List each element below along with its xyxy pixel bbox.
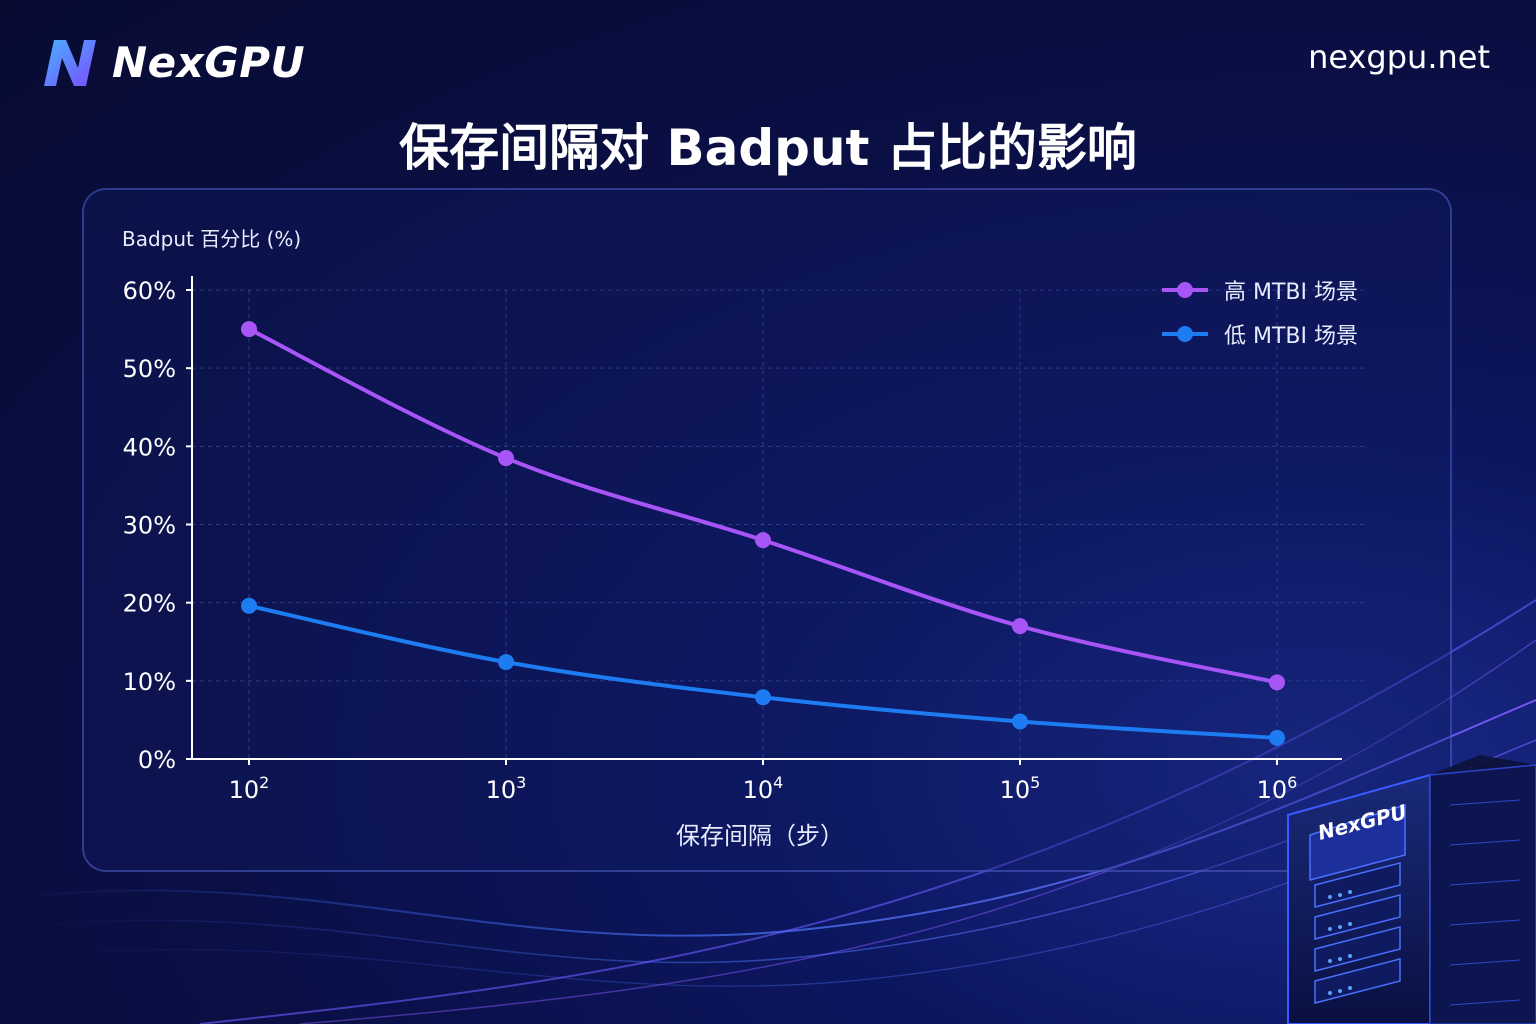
- data-point-high: [755, 532, 771, 549]
- data-point-low: [755, 689, 771, 706]
- legend-item-low: 低 MTBI 场景: [1160, 312, 1358, 356]
- data-point-high: [1269, 674, 1285, 691]
- data-point-high: [1012, 618, 1028, 635]
- y-tick-label: 10%: [123, 668, 176, 696]
- site-url[interactable]: nexgpu.net: [1308, 38, 1490, 76]
- page-title: 保存间隔对 Badput 占比的影响: [399, 119, 1137, 177]
- y-axis-label: Badput 百分比 (%): [122, 227, 301, 251]
- legend-swatch-low: [1162, 326, 1208, 342]
- y-tick-label: 0%: [138, 746, 176, 774]
- legend-swatch-high: [1162, 282, 1208, 298]
- x-axis-label: 保存间隔（步）: [676, 822, 844, 850]
- x-tick-label: 104: [743, 773, 784, 804]
- brand-name: NexGPU: [112, 37, 306, 87]
- x-tick-label: 105: [1000, 773, 1041, 804]
- legend-label-low: 低 MTBI 场景: [1224, 324, 1358, 349]
- y-tick-label: 30%: [123, 512, 176, 540]
- y-tick-label: 60%: [123, 277, 176, 305]
- y-tick-label: 40%: [123, 433, 176, 461]
- series-line-low: [247, 603, 1279, 740]
- data-point-low: [241, 597, 257, 614]
- x-tick-label: 106: [1257, 773, 1298, 804]
- x-tick-label: 102: [229, 773, 270, 804]
- chart-legend: 高 MTBI 场景 低 MTBI 场景: [1160, 268, 1358, 356]
- data-point-low: [1012, 713, 1028, 730]
- x-tick-label: 103: [486, 773, 527, 804]
- data-point-high: [498, 450, 514, 467]
- data-point-low: [1269, 729, 1285, 746]
- nexgpu-logo-icon: [44, 40, 96, 86]
- brand-logo[interactable]: NexGPU: [40, 36, 305, 88]
- data-point-high: [241, 321, 257, 338]
- data-point-low: [498, 654, 514, 671]
- legend-item-high: 高 MTBI 场景: [1160, 268, 1358, 312]
- gpu-server-illustration: NexGPU: [1287, 755, 1536, 1024]
- legend-label-high: 高 MTBI 场景: [1224, 280, 1358, 305]
- y-tick-label: 50%: [123, 355, 176, 383]
- y-tick-label: 20%: [123, 590, 176, 618]
